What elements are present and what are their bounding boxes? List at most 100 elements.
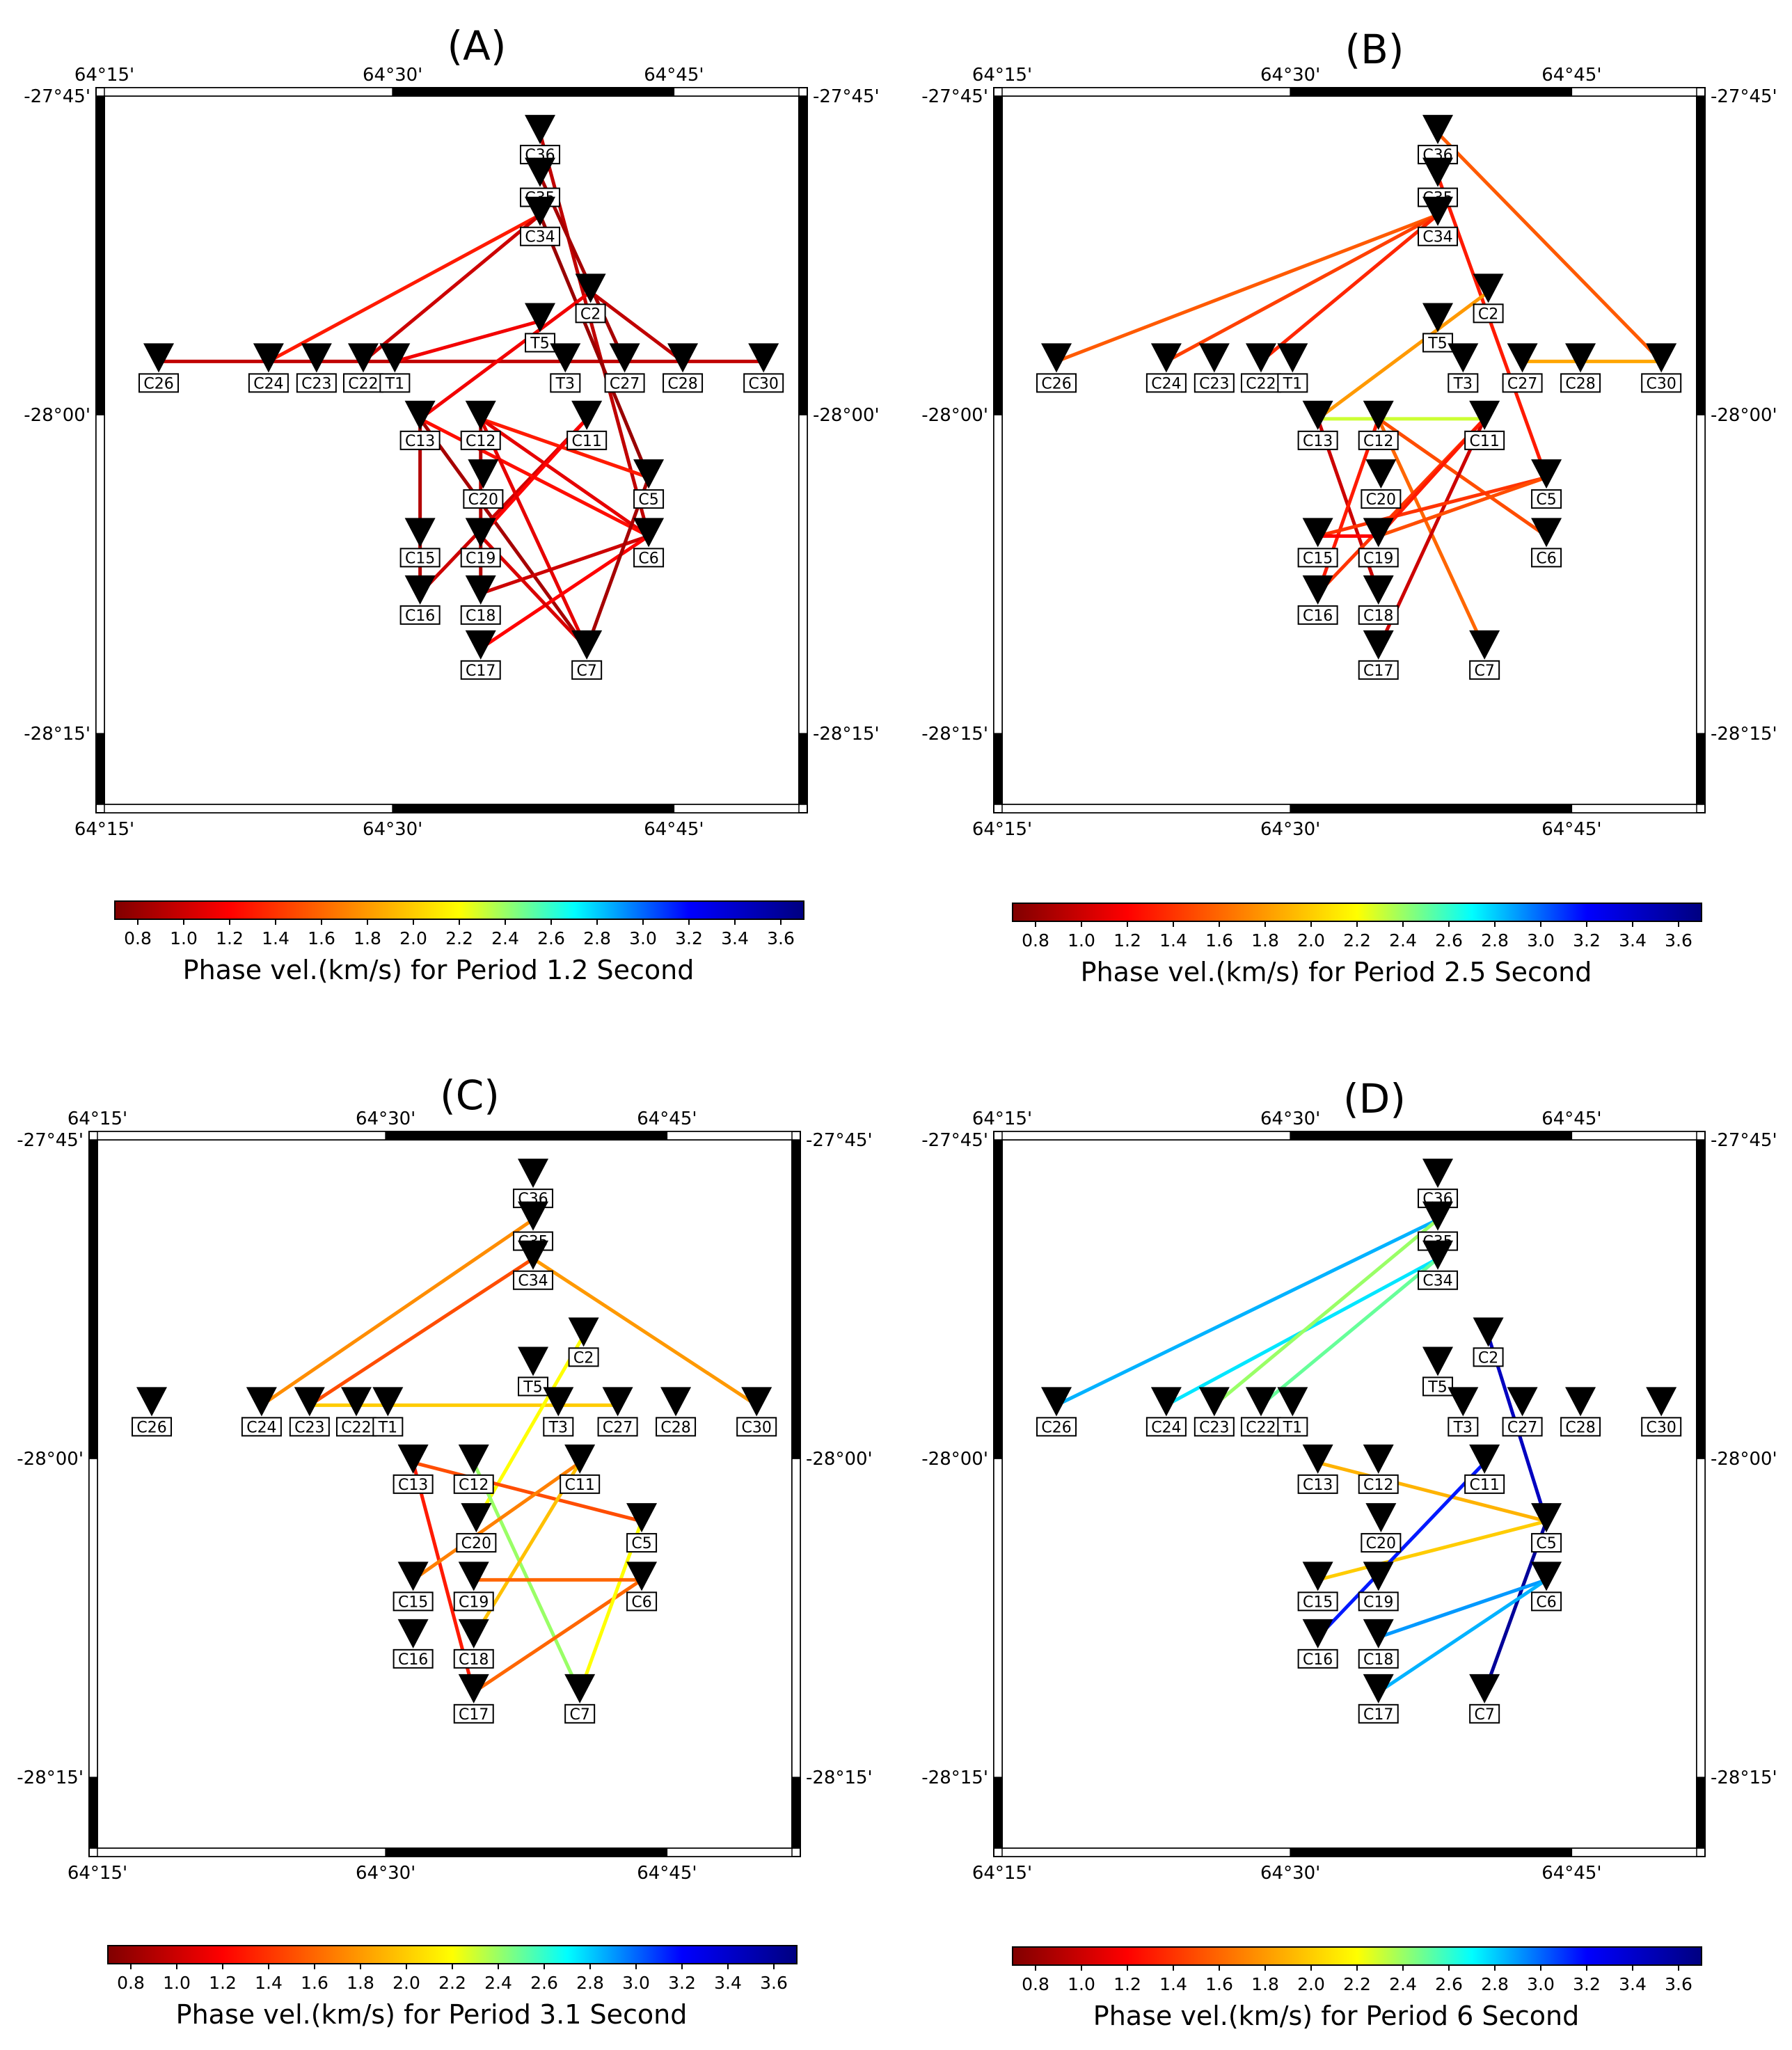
station-triangle-icon xyxy=(294,1387,325,1417)
station-c12: C12 xyxy=(453,1444,494,1494)
station-label-box xyxy=(656,1417,697,1437)
colorbar-tick-label: 1.2 xyxy=(216,928,244,948)
colorbar-tick-label: 3.6 xyxy=(767,928,795,948)
ray-path xyxy=(1164,213,1440,363)
map-frame-inner xyxy=(104,95,800,805)
frame-segment xyxy=(1290,87,1573,97)
station-label: C16 xyxy=(398,1651,428,1669)
station-c27: C27 xyxy=(1502,1387,1543,1437)
station-label-box xyxy=(1277,1417,1308,1437)
station-c26: C26 xyxy=(1036,1387,1077,1437)
colorbar-label: Phase vel.(km/s) for Period 1.2 Second xyxy=(183,955,695,985)
station-t1: T1 xyxy=(379,343,411,393)
station-label-box xyxy=(1358,430,1399,450)
station-label-box xyxy=(399,548,441,568)
colorbar-tick-label: 2.6 xyxy=(530,1973,558,1993)
lat-tick-left: -28°15' xyxy=(921,1767,988,1788)
station-c20: C20 xyxy=(463,459,504,509)
station-label-box xyxy=(393,1474,434,1494)
ray-path xyxy=(1377,475,1548,538)
colorbar-tick-label: 1.0 xyxy=(170,928,198,948)
lat-tick-left: -28°15' xyxy=(921,724,988,745)
station-label: C23 xyxy=(1199,375,1229,392)
colorbar-tick-label: 2.2 xyxy=(445,928,473,948)
station-c17: C17 xyxy=(1358,630,1399,680)
station-label-box xyxy=(289,1417,330,1437)
panel-a: (A) 64°15' 64°15' 64°30' 64°30' 64°45' 64°45' -… xyxy=(24,22,879,840)
station-label-box xyxy=(456,1533,497,1553)
station-triangle-icon xyxy=(458,1674,489,1703)
colorbar-tick-label: 1.6 xyxy=(301,1973,328,1993)
station-label: C27 xyxy=(603,1419,633,1436)
station-c23: C23 xyxy=(289,1387,330,1437)
colorbar-tick-label: 1.4 xyxy=(1159,1974,1187,1994)
colorbar-tick-label: 3.4 xyxy=(721,928,749,948)
station-triangle-icon xyxy=(397,1444,429,1474)
lon-tick-top: 64°30' xyxy=(363,65,422,86)
station-label-box xyxy=(1036,373,1077,393)
ray-path xyxy=(1377,417,1548,538)
station-t1: T1 xyxy=(372,1387,404,1437)
colorbar-tick-label: 2.8 xyxy=(1481,1974,1509,1994)
station-label-box xyxy=(1240,1417,1281,1437)
colorbar-b: 0.8 1.0 1.2 1.4 1.6 1.8 2.0 2.2 2.4 2.6 2.8 3.0 3.2 3… xyxy=(1012,903,1702,987)
station-triangle-icon xyxy=(1198,1387,1230,1417)
station-c24: C24 xyxy=(1145,1387,1187,1437)
station-triangle-icon xyxy=(525,196,556,226)
station-t3: T3 xyxy=(1448,1387,1479,1437)
station-triangle-icon xyxy=(667,343,699,373)
ray-path xyxy=(538,213,651,479)
ray-path xyxy=(361,213,542,363)
station-label-box xyxy=(1464,430,1505,450)
frame-segment xyxy=(97,1848,386,1857)
station-triangle-icon xyxy=(571,400,603,430)
station-c17: C17 xyxy=(1358,1674,1399,1724)
station-label: C17 xyxy=(459,1706,489,1724)
station-label: C24 xyxy=(246,1419,276,1436)
station-label: C20 xyxy=(1366,491,1396,509)
station-c5: C5 xyxy=(633,459,665,509)
frame-segment xyxy=(95,733,105,805)
station-label-box xyxy=(1502,1417,1543,1437)
station-c11: C11 xyxy=(1464,1444,1505,1494)
station-c34: C34 xyxy=(1418,196,1459,246)
station-triangle-icon xyxy=(465,518,496,548)
station-label-box xyxy=(1448,1417,1479,1437)
station-label: C5 xyxy=(631,1535,651,1552)
ray-path xyxy=(1316,1519,1548,1582)
lon-tick-bottom: 64°30' xyxy=(363,819,422,840)
colorbar-tick-label: 2.0 xyxy=(393,1973,420,1993)
station-triangle-icon xyxy=(1646,343,1677,373)
ray-path xyxy=(411,1461,582,1582)
station-c28: C28 xyxy=(1560,343,1601,393)
station-c15: C15 xyxy=(1297,1562,1338,1612)
station-label: C13 xyxy=(405,433,435,450)
frame-segment xyxy=(88,1139,98,1459)
lon-tick-top: 64°45' xyxy=(644,65,704,86)
station-triangle-icon xyxy=(568,1317,599,1347)
ray-path xyxy=(1436,174,1548,479)
station-label-box xyxy=(520,226,561,246)
frame-segment xyxy=(791,1139,801,1459)
frame-segment xyxy=(993,414,1003,734)
station-c13: C13 xyxy=(399,400,441,450)
colorbar-tick-label: 3.0 xyxy=(622,1973,650,1993)
colorbar-label: Phase vel.(km/s) for Period 3.1 Second xyxy=(176,1999,688,2030)
station-c12: C12 xyxy=(1358,1444,1399,1494)
station-c26: C26 xyxy=(138,343,180,393)
colorbar-tick-label: 3.6 xyxy=(1665,930,1692,951)
lon-tick-bottom: 64°15' xyxy=(972,1863,1032,1884)
ray-path xyxy=(393,319,542,363)
station-triangle-icon xyxy=(1507,1387,1538,1417)
station-t3: T3 xyxy=(543,1387,574,1437)
station-triangle-icon xyxy=(1245,1387,1276,1417)
station-label-box xyxy=(453,1703,494,1724)
station-label-box xyxy=(453,1474,494,1494)
frame-segment xyxy=(1571,1848,1697,1857)
frame-segment xyxy=(673,804,800,813)
lon-tick-bottom: 64°15' xyxy=(74,819,134,840)
frame-segment xyxy=(104,87,393,97)
station-triangle-icon xyxy=(1277,343,1308,373)
station-label-box xyxy=(1240,373,1281,393)
station-c11: C11 xyxy=(566,400,608,450)
